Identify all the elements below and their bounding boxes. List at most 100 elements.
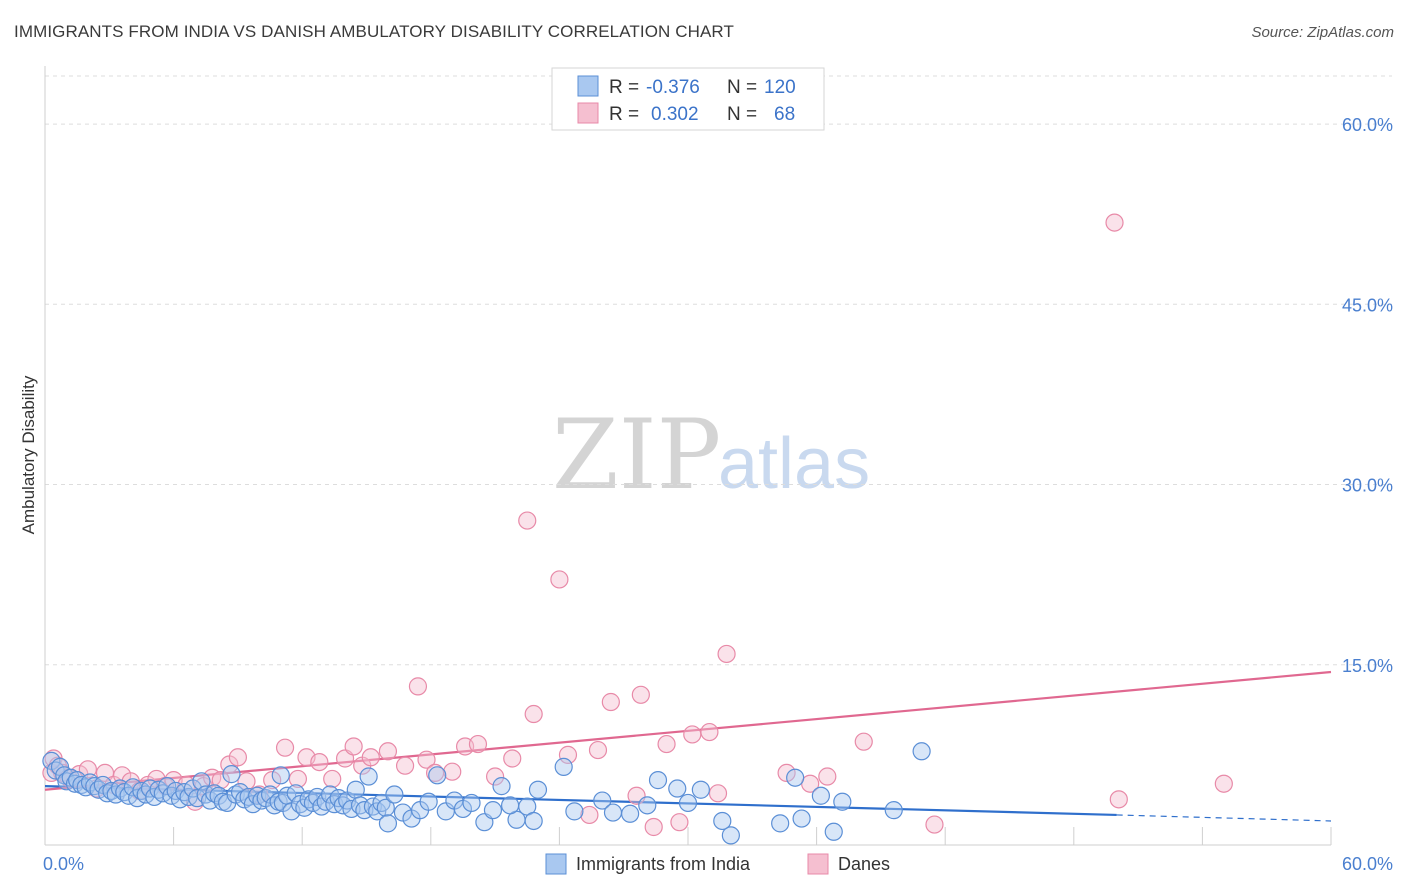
y-tick-label: 30.0% <box>1342 476 1393 496</box>
tick-labels: 15.0% 30.0% 45.0% 60.0% 0.0% 60.0% <box>43 115 1393 874</box>
danes-point <box>558 745 578 764</box>
india-point <box>492 777 511 796</box>
danes-point <box>378 742 398 761</box>
danes-point <box>717 644 736 664</box>
danes-point <box>310 752 329 772</box>
india-point <box>603 803 623 822</box>
india-point <box>428 766 447 785</box>
legend-r-value: -0.376 <box>646 77 700 98</box>
danes-point <box>854 732 873 751</box>
india-point <box>483 801 503 820</box>
india-point <box>771 814 790 833</box>
watermark-zip: ZIP <box>552 399 721 511</box>
legend-label-immigrants: Immigrants from India <box>576 854 751 874</box>
india-trend-extension <box>1116 814 1332 822</box>
india-point <box>222 765 241 784</box>
india-point <box>811 786 830 805</box>
series-legend: Immigrants from India Danes <box>545 853 890 875</box>
india-point <box>462 793 481 813</box>
danes-point <box>263 771 282 790</box>
chart-title: IMMIGRANTS FROM INDIA VS DANISH AMBULATO… <box>14 22 734 41</box>
watermark-atlas: atlas <box>718 424 870 504</box>
danes-point <box>657 734 676 754</box>
india-point <box>593 791 612 810</box>
india-point <box>528 780 548 799</box>
india-point <box>565 802 584 821</box>
india-point <box>824 822 843 841</box>
danes-point <box>503 749 522 768</box>
danes-point <box>601 692 620 712</box>
danes-point <box>1105 213 1124 232</box>
india-point <box>884 801 903 820</box>
india-point <box>668 779 687 798</box>
india-point <box>638 796 657 815</box>
danes-point <box>323 769 342 789</box>
india-point <box>554 757 573 776</box>
india-point <box>524 811 543 831</box>
india-point <box>678 793 698 813</box>
axes <box>44 66 1332 846</box>
correlation-legend: R = -0.376 N = 120 R = 0.302 N = 68 <box>551 67 825 131</box>
legend-swatch-blue <box>545 853 567 875</box>
danes-point <box>417 750 436 769</box>
y-tick-label: 15.0% <box>1342 656 1393 676</box>
y-tick-label: 45.0% <box>1342 295 1393 315</box>
danes-point <box>237 772 256 791</box>
danes-point <box>518 511 537 530</box>
legend-r-label: R = <box>609 77 639 98</box>
danes-point <box>288 769 308 789</box>
danes-point <box>777 763 796 783</box>
danes-point <box>670 813 689 832</box>
x-tick-label: 0.0% <box>43 854 84 874</box>
danes-point <box>395 756 415 775</box>
danes-point <box>550 570 569 589</box>
india-point <box>501 796 520 815</box>
series-immigrants-from-india <box>42 742 931 845</box>
legend-r-value: 0.302 <box>651 104 699 125</box>
india-point <box>621 804 640 823</box>
danes-point <box>818 767 837 786</box>
india-point <box>376 798 395 817</box>
gridlines <box>45 75 1392 666</box>
danes-point <box>925 815 944 834</box>
india-point <box>833 792 852 811</box>
danes-point <box>524 704 543 724</box>
india-point <box>691 780 710 799</box>
danes-point <box>631 685 650 704</box>
india-point <box>792 809 811 828</box>
india-point <box>786 768 805 787</box>
y-axis-label: Ambulatory Disability <box>19 375 38 534</box>
india-point <box>359 767 378 786</box>
danes-point <box>1109 790 1128 809</box>
india-point <box>346 780 365 799</box>
india-point <box>912 742 931 761</box>
danes-point <box>486 767 505 786</box>
danes-point <box>361 748 380 767</box>
danes-point <box>708 784 728 803</box>
legend-n-value: 120 <box>764 77 796 98</box>
india-point <box>721 826 740 845</box>
legend-n-label: N = <box>727 77 757 98</box>
danes-trend-line <box>44 670 1332 791</box>
india-point <box>158 777 177 796</box>
danes-point <box>408 677 428 696</box>
india-point <box>378 814 398 833</box>
legend-n-label: N = <box>727 104 757 125</box>
india-trend-line <box>44 785 1117 817</box>
danes-point <box>644 817 663 837</box>
danes-point <box>275 738 295 757</box>
trend-lines <box>44 670 1332 822</box>
x-tick-label: 60.0% <box>1342 854 1393 874</box>
watermark: ZIP atlas <box>552 399 870 511</box>
danes-point <box>1214 774 1233 793</box>
danes-point <box>700 722 719 742</box>
legend-n-value: 68 <box>774 104 795 125</box>
legend-swatch-pink <box>807 853 829 875</box>
danes-point <box>683 725 702 744</box>
danes-point <box>443 762 462 781</box>
india-point <box>419 792 438 811</box>
legend-r-label: R = <box>609 104 639 125</box>
danes-point <box>588 740 608 760</box>
legend-swatch-blue <box>577 75 599 97</box>
